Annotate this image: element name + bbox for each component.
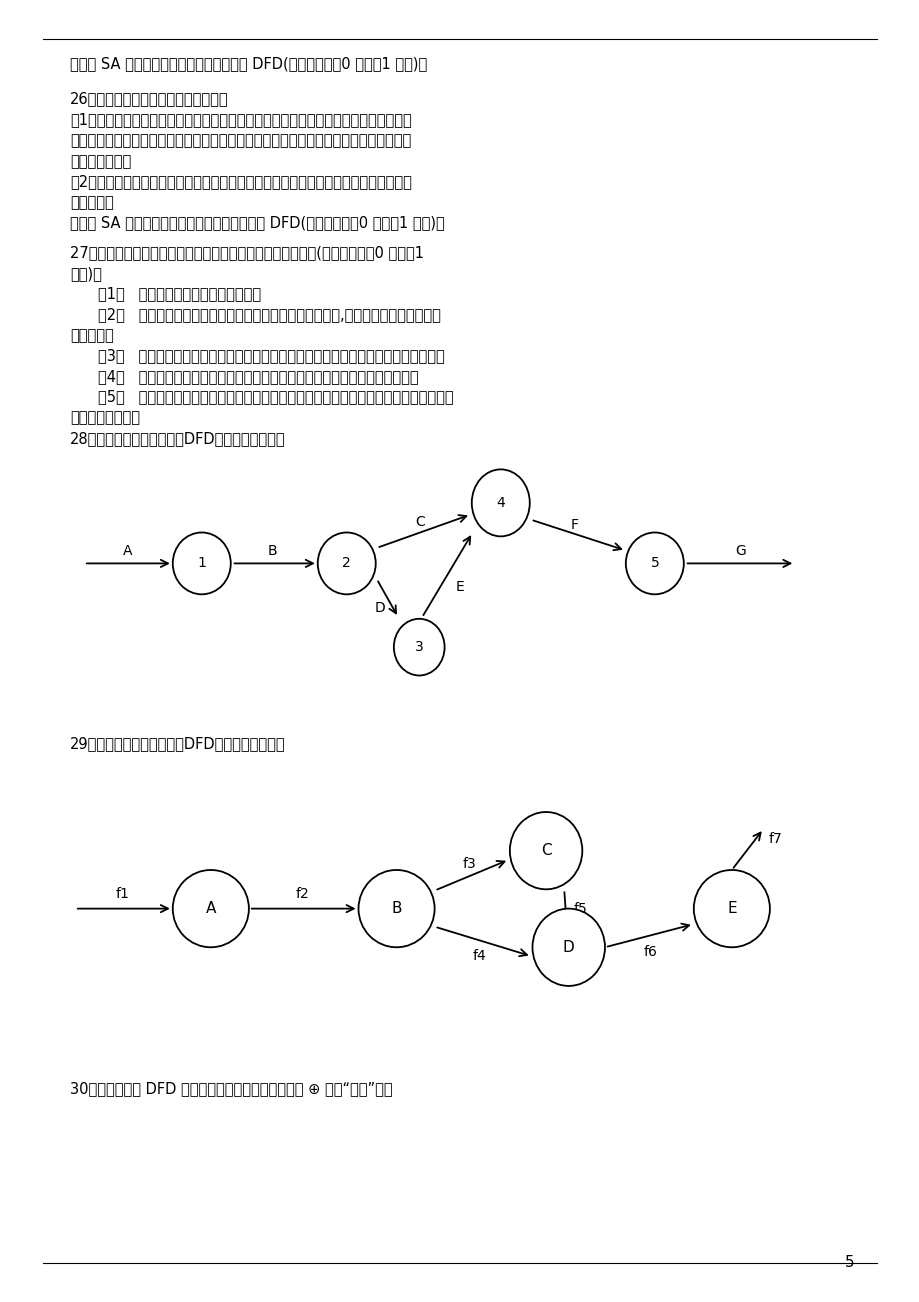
Text: （2）   对合格的报名表编好准考证号码后将准考证送给考生,并将汇总后的考生名单送: （2） 对合格的报名表编好准考证号码后将准考证送给考生,并将汇总后的考生名单送 <box>97 307 440 322</box>
Text: 5: 5 <box>650 556 659 570</box>
Text: 给阅卷站；: 给阅卷站； <box>70 328 114 342</box>
Text: C: C <box>414 516 425 529</box>
Text: f1: f1 <box>116 888 130 901</box>
Text: 手续（修改库存记录及读者档案），超过规定数量者不予借阅。对于第一次借阅者则直接: 手续（修改库存记录及读者档案），超过规定数量者不予借阅。对于第一次借阅者则直接 <box>70 133 411 148</box>
Text: （1）   对考生送来的报名表进行检查；: （1） 对考生送来的报名表进行检查； <box>97 286 260 302</box>
Text: E: E <box>455 579 464 594</box>
Text: 限则罚款。: 限则罚款。 <box>70 195 114 210</box>
Ellipse shape <box>173 870 249 948</box>
Text: f4: f4 <box>472 949 486 963</box>
Text: f7: f7 <box>767 832 781 846</box>
Text: f2: f2 <box>295 888 309 901</box>
Text: f3: f3 <box>461 857 475 871</box>
Text: 试采用 SA 方法画出该机票预订系统的分层 DFD(画出顶层图、0 层图、1 层图)。: 试采用 SA 方法画出该机票预订系统的分层 DFD(画出顶层图、0 层图、1 层… <box>70 56 427 70</box>
Text: 4: 4 <box>496 496 505 510</box>
Text: 28、请画出下列数据流图（DFD）的软件结构图。: 28、请画出下列数据流图（DFD）的软件结构图。 <box>70 431 286 445</box>
Text: （5）   按地区、年龄、文化程度、职业、考试级别等进行成绩分类统计及试题难度分析，: （5） 按地区、年龄、文化程度、职业、考试级别等进行成绩分类统计及试题难度分析， <box>97 389 453 405</box>
Text: A: A <box>122 543 132 557</box>
Ellipse shape <box>393 618 444 676</box>
Text: （3）   对阅卷站送来的成绩表进行检查，并根据考试中心指定的合格标准审定合格者；: （3） 对阅卷站送来的成绩表进行检查，并根据考试中心指定的合格标准审定合格者； <box>97 349 444 363</box>
Text: D: D <box>562 940 574 954</box>
Text: A: A <box>206 901 216 917</box>
Text: f5: f5 <box>573 901 586 915</box>
Ellipse shape <box>358 870 434 948</box>
Ellipse shape <box>173 533 231 594</box>
Ellipse shape <box>625 533 683 594</box>
Text: 29、请画出下列数据流图（DFD）的软件结构图。: 29、请画出下列数据流图（DFD）的软件结构图。 <box>70 736 286 751</box>
Text: B: B <box>391 901 402 917</box>
Text: 试采用 SA 方法画出该图书借阅管理系统的分层 DFD(画出顶层图、0 层图、1 层图)。: 试采用 SA 方法画出该图书借阅管理系统的分层 DFD(画出顶层图、0 层图、1… <box>70 216 445 230</box>
Text: （2）还书：根据读者书中的条形码，修改库存记录及读者档案，若借阅时间超过规定期: （2）还书：根据读者书中的条形码，修改库存记录及读者档案，若借阅时间超过规定期 <box>70 174 412 189</box>
Text: C: C <box>540 844 550 858</box>
Text: 办理借阅手续。: 办理借阅手续。 <box>70 154 131 169</box>
Ellipse shape <box>532 909 605 986</box>
Text: （4）   填写考生通知单（内容包含考试成绩及合格／不合格标志），送给考生；: （4） 填写考生通知单（内容包含考试成绩及合格／不合格标志），送给考生； <box>97 368 418 384</box>
Text: 2: 2 <box>342 556 351 570</box>
Ellipse shape <box>471 470 529 536</box>
Text: （1）借书：根据读者的借书证查询读者档案，若借书数目未超过规定数量，则办理借阅: （1）借书：根据读者的借书证查询读者档案，若借书数目未超过规定数量，则办理借阅 <box>70 112 412 128</box>
Text: 层图)。: 层图)。 <box>70 266 102 281</box>
Text: 1: 1 <box>197 556 206 570</box>
Text: D: D <box>374 602 385 616</box>
Text: 30、请将下图的 DFD 转换为软件结构图（注：图中用 ⊕ 表示“或者”）。: 30、请将下图的 DFD 转换为软件结构图（注：图中用 ⊕ 表示“或者”）。 <box>70 1081 392 1096</box>
Text: E: E <box>726 901 736 917</box>
Text: B: B <box>267 543 277 557</box>
Ellipse shape <box>509 812 582 889</box>
Text: 27、一个考务处理系统的要求如下，试画出该系统的数据流图(画出顶层图、0 层图、1: 27、一个考务处理系统的要求如下，试画出该系统的数据流图(画出顶层图、0 层图、… <box>70 245 424 260</box>
Ellipse shape <box>693 870 769 948</box>
Text: F: F <box>570 518 577 531</box>
Text: f6: f6 <box>642 945 656 960</box>
Text: 3: 3 <box>414 641 423 654</box>
Text: 产生统计分析表。: 产生统计分析表。 <box>70 410 141 426</box>
Text: G: G <box>734 543 745 557</box>
Text: 5: 5 <box>844 1255 854 1271</box>
Text: 26、某图书借阅管理系统有以下功能：: 26、某图书借阅管理系统有以下功能： <box>70 91 229 105</box>
Ellipse shape <box>317 533 375 594</box>
